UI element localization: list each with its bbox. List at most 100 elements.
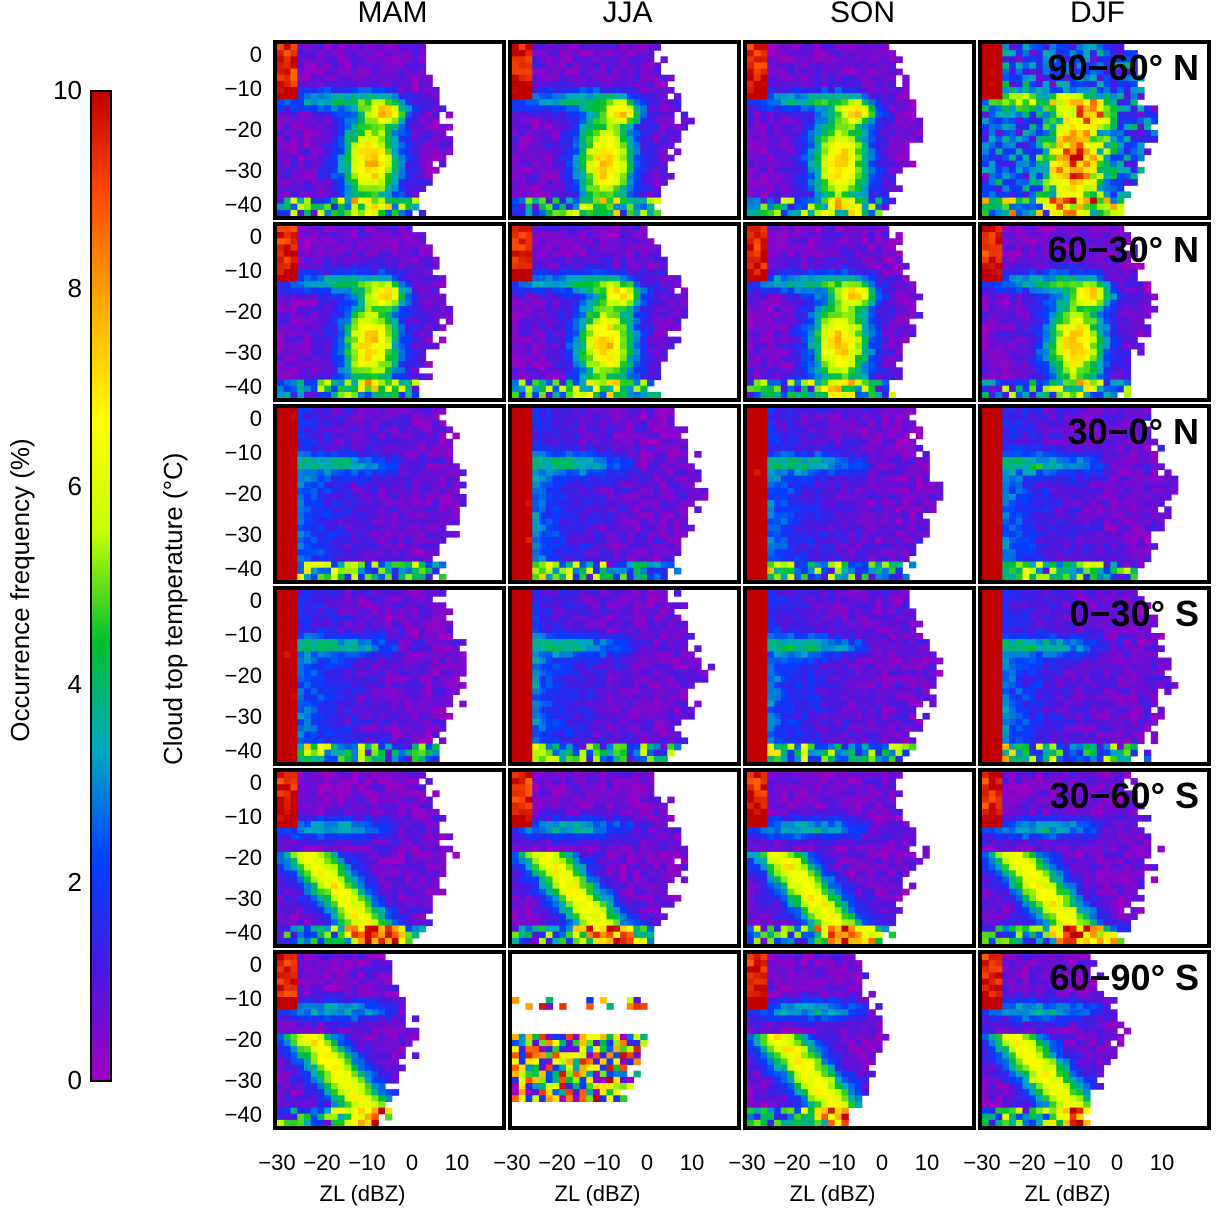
heatmap-cell (1029, 262, 1037, 270)
heatmap-cell (794, 74, 802, 82)
heatmap-cell (425, 179, 433, 186)
heatmap-cell (753, 136, 762, 143)
heatmap-cell (405, 367, 413, 374)
heatmap-cell (331, 287, 339, 295)
heatmap-cell (391, 250, 400, 258)
heatmap-cell (532, 148, 540, 156)
heatmap-cell (794, 93, 802, 100)
heatmap-cell (518, 68, 527, 76)
heatmap-cell (593, 379, 601, 387)
heatmap-cell (418, 123, 427, 131)
heatmap-cell (1056, 342, 1064, 350)
heatmap-cell (1096, 191, 1105, 199)
heatmap-cell (512, 342, 520, 350)
heatmap-cell (412, 244, 420, 252)
heatmap-cell (586, 148, 594, 156)
heatmap-cell (801, 191, 809, 199)
heatmap-cell (525, 330, 533, 338)
heatmap-cell (640, 256, 648, 264)
heatmap-cell (667, 275, 675, 282)
heatmap-cell (848, 111, 856, 119)
heatmap-cell (895, 281, 903, 288)
heatmap-cell (378, 160, 386, 168)
heatmap-cell (391, 336, 400, 344)
heatmap-cell (337, 166, 346, 174)
heatmap-cell (1096, 179, 1105, 186)
heatmap-cell (593, 136, 601, 143)
heatmap-cell (647, 293, 655, 301)
heatmap-cell (1123, 130, 1132, 137)
heatmap-cell (753, 299, 762, 307)
heatmap-cell (364, 142, 373, 149)
heatmap-cell (559, 160, 567, 168)
heatmap-cell (640, 185, 648, 192)
heatmap-cell (841, 355, 849, 362)
heatmap-cell (1042, 44, 1051, 51)
heatmap-cell (814, 99, 822, 106)
heatmap-cell (995, 197, 1003, 205)
heatmap-cell (647, 361, 655, 368)
heatmap-cell (660, 154, 668, 162)
heatmap-cell (888, 160, 897, 168)
heatmap-cell (337, 105, 346, 113)
heatmap-cell (868, 391, 876, 398)
heatmap-cell (895, 123, 903, 131)
heatmap-cell (1110, 142, 1118, 149)
heatmap-cell (888, 136, 897, 143)
heatmap-cell (794, 142, 802, 149)
heatmap-cell (1076, 87, 1084, 94)
heatmap-cell (331, 262, 339, 270)
heatmap-cell (875, 105, 883, 113)
heatmap-cell (660, 166, 668, 174)
heatmap-cell (512, 68, 520, 76)
heatmap-cell (774, 123, 782, 131)
heatmap-cell (995, 318, 1003, 325)
heatmap-cell (767, 244, 775, 252)
heatmap-cell (861, 324, 870, 331)
heatmap-cell (385, 281, 393, 288)
heatmap-cell (633, 87, 641, 94)
heatmap-cell (1069, 148, 1078, 156)
heatmap-cell (1117, 173, 1125, 180)
heatmap-cell (613, 179, 621, 186)
heatmap-cell (848, 44, 856, 51)
heatmap-cell (626, 293, 635, 301)
heatmap-cell (1090, 185, 1098, 192)
heatmap-cell (982, 226, 990, 233)
heatmap-cell (378, 379, 386, 387)
heatmap-cell (828, 318, 836, 325)
heatmap-cell (572, 154, 581, 162)
heatmap-cell (787, 154, 795, 162)
heatmap-cell (525, 226, 533, 233)
heatmap-cell (572, 250, 581, 258)
heatmap-cell (552, 244, 560, 252)
heatmap-cell (620, 50, 628, 57)
heatmap-cell (324, 148, 332, 156)
heatmap-cell (626, 275, 635, 282)
heatmap-cell (1002, 130, 1010, 137)
heatmap-cell (995, 348, 1003, 356)
heatmap-cell (895, 262, 903, 270)
heatmap-cell (331, 136, 339, 143)
heatmap-cell (626, 244, 635, 252)
heatmap-cell (277, 209, 285, 216)
heatmap-cell (1029, 74, 1037, 82)
heatmap-cell (572, 105, 581, 113)
heatmap-cell (780, 173, 789, 180)
colorbar-tick-label: 0 (67, 1065, 82, 1095)
heatmap-cell (518, 391, 527, 398)
heatmap-cell (606, 232, 614, 239)
heatmap-cell (841, 324, 849, 331)
heatmap-cell (518, 373, 527, 381)
heatmap-cell (988, 391, 997, 398)
heatmap-cell (660, 355, 668, 362)
heatmap-cell (828, 68, 836, 76)
heatmap-cell (586, 87, 594, 94)
heatmap-cell (882, 44, 890, 51)
heatmap-cell (331, 209, 339, 216)
heatmap-cell (331, 336, 339, 344)
heatmap-cell (848, 262, 856, 270)
heatmap-cell (988, 166, 997, 174)
heatmap-cell (539, 179, 547, 186)
heatmap-cell (868, 142, 876, 149)
